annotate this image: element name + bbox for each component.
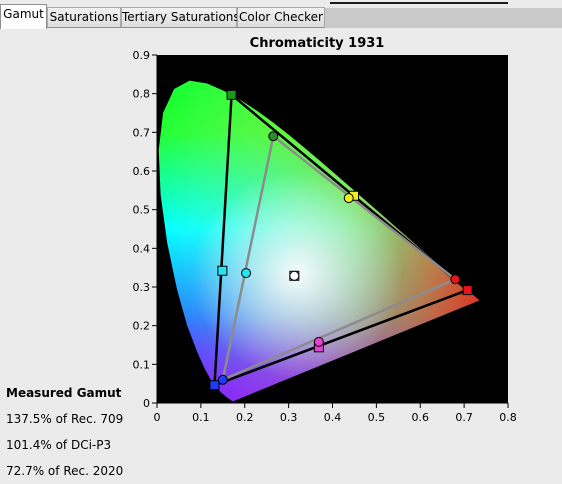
x-tick-label: 0.6: [412, 411, 430, 424]
tab-gamut[interactable]: Gamut: [0, 4, 47, 29]
y-tick-label: 0.1: [133, 358, 151, 371]
measured-point-circle: [289, 270, 300, 281]
tab-saturations[interactable]: Saturations: [47, 7, 121, 27]
inner-gamut-triangle: [221, 134, 457, 382]
y-tick-label: 0.4: [133, 242, 151, 255]
y-tick-label: 0.9: [133, 49, 151, 62]
tab-bar-filler: [325, 8, 562, 28]
target-point-square: [209, 380, 220, 391]
stat-rec709: 137.5% of Rec. 709: [6, 412, 124, 426]
target-point-square: [226, 89, 237, 100]
x-tick-label: 0.5: [368, 411, 386, 424]
tab-tertiary-saturations[interactable]: Tertiary Saturations: [121, 7, 240, 27]
tab-color-checker[interactable]: Color Checker: [237, 7, 325, 27]
chart-title: Chromaticity 1931: [250, 36, 385, 51]
x-tick-label: 0.7: [455, 411, 473, 424]
x-tick-label: 0.4: [324, 411, 342, 424]
y-tick-label: 0.3: [133, 281, 151, 294]
gamut-panel: Chromaticity 1931 0 0.1 0.2 0.3 0.4 0.5 0.6 0.7…: [0, 28, 562, 484]
x-tick-label: 0.2: [236, 411, 254, 424]
measured-gamut-heading: Measured Gamut: [6, 386, 122, 400]
measured-point-circle: [268, 131, 279, 142]
measured-point-circle: [313, 336, 324, 347]
tab-bar: Gamut Saturations Tertiary Saturations C…: [0, 4, 562, 29]
x-tick-label: 0.8: [499, 411, 517, 424]
measured-point-circle: [450, 274, 461, 285]
stat-rec2020: 72.7% of Rec. 2020: [6, 464, 124, 478]
measured-point-circle: [217, 374, 228, 385]
x-tick-label: 0.1: [192, 411, 210, 424]
stat-dci-p3: 101.4% of DCi-P3: [6, 438, 112, 452]
measured-point-circle: [241, 268, 252, 279]
target-point-square: [462, 285, 473, 296]
y-tick-label: 0: [143, 397, 150, 410]
axes: 0 0.1 0.2 0.3 0.4 0.5 0.6 0.7 0.8 0.9 0 0.1 0.2 0.3 0.…: [133, 49, 517, 424]
target-point-square: [217, 265, 228, 276]
x-tick-label: 0: [154, 411, 161, 424]
y-tick-label: 0.6: [133, 165, 151, 178]
window-top-edge: [330, 0, 562, 4]
gamut-markers: [209, 89, 473, 391]
y-tick-label: 0.7: [133, 126, 151, 139]
y-tick-label: 0.2: [133, 320, 151, 333]
y-tick-label: 0.8: [133, 88, 151, 101]
measured-point-circle: [343, 193, 354, 204]
y-tick-label: 0.5: [133, 204, 151, 217]
x-tick-label: 0.3: [280, 411, 298, 424]
chromaticity-chart: Chromaticity 1931 0 0.1 0.2 0.3 0.4 0.5 0.6 0.7…: [133, 36, 517, 424]
